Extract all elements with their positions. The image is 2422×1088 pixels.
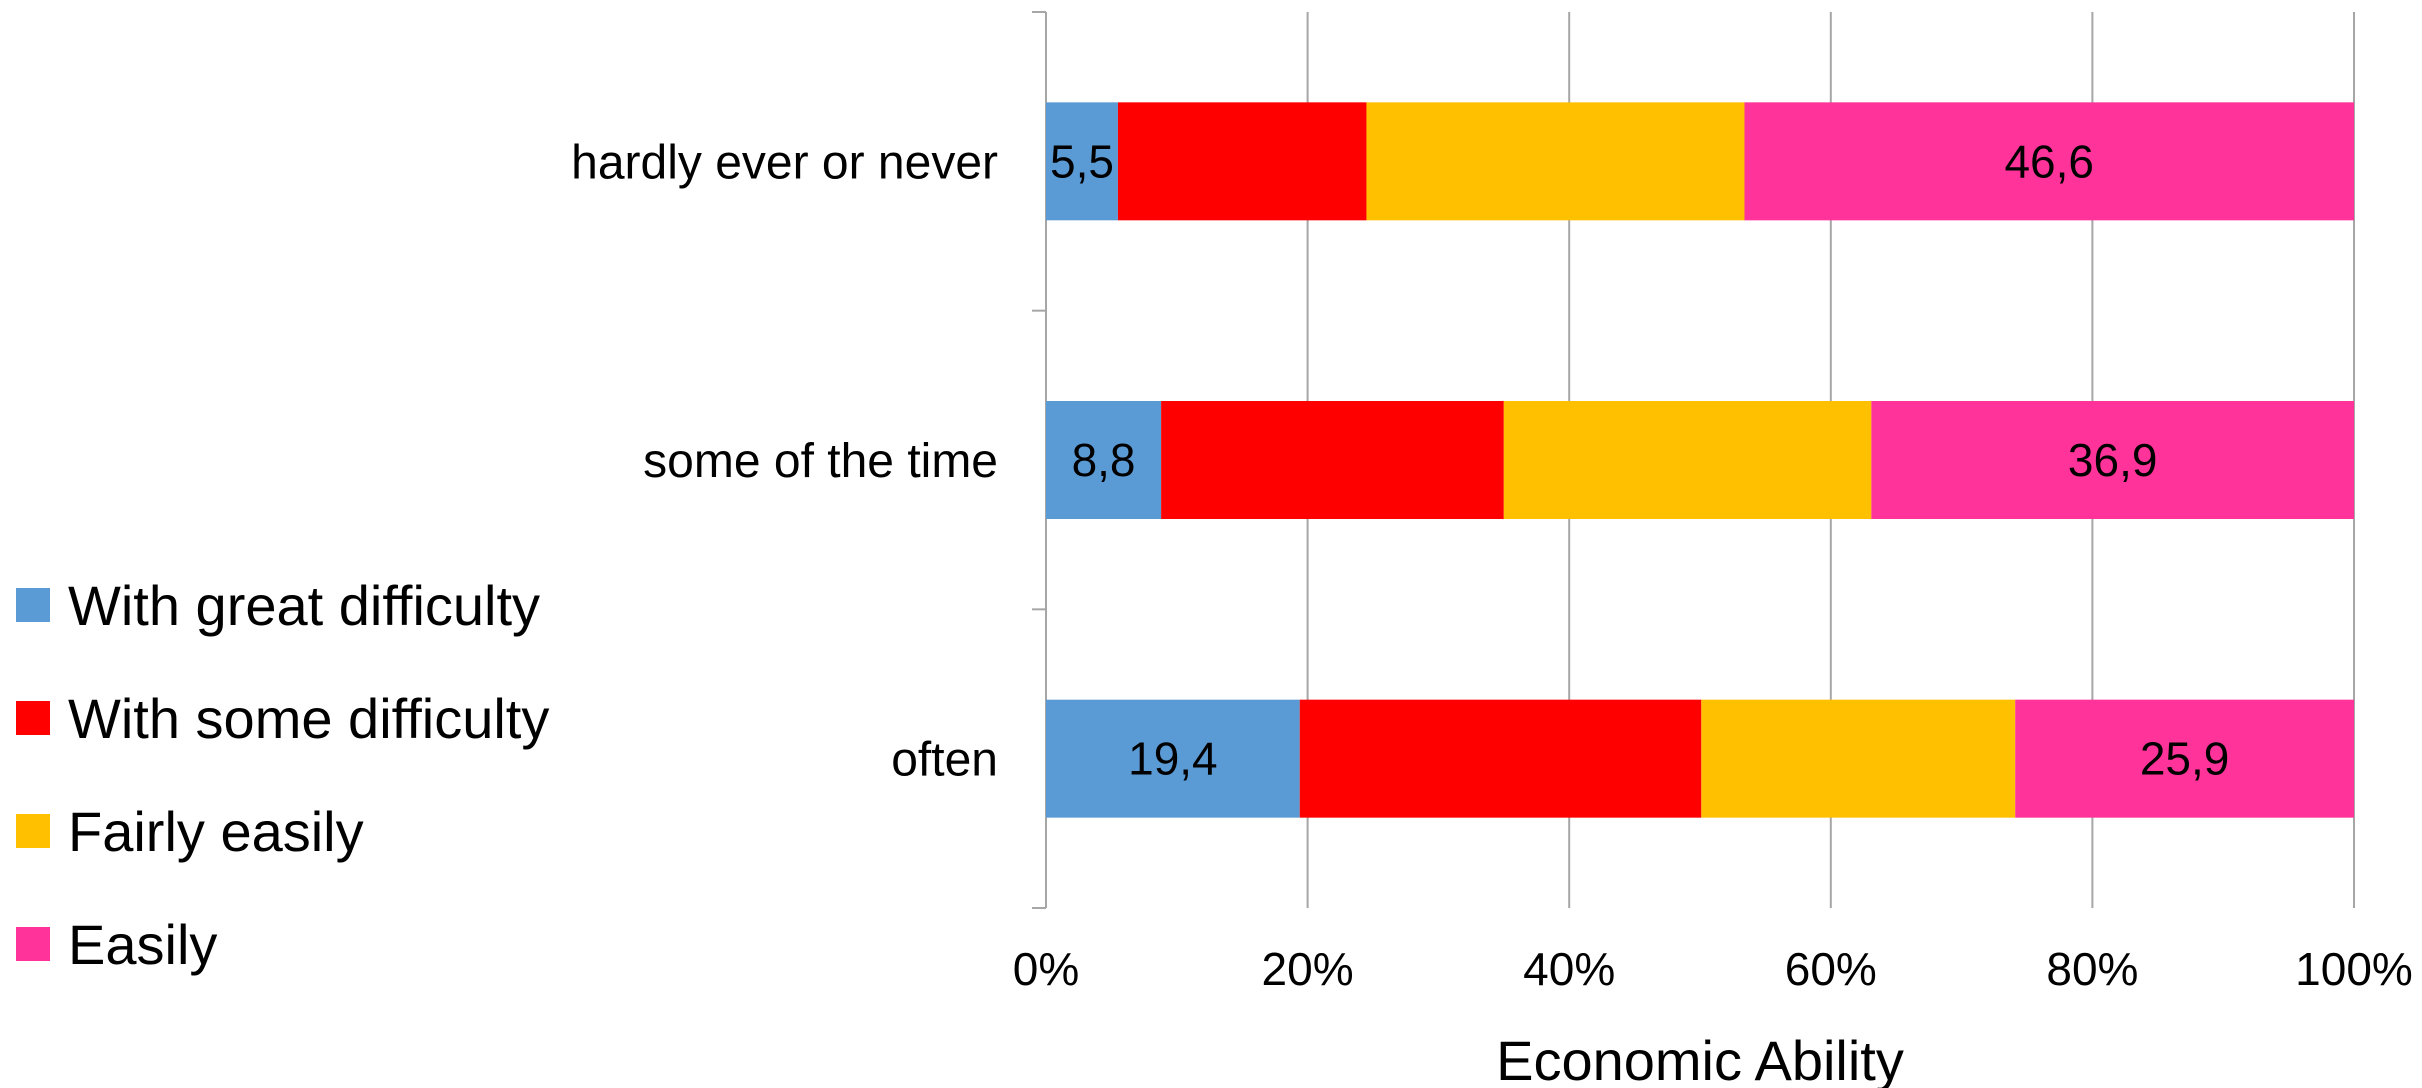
data-label: 5,5 (1050, 135, 1114, 187)
axes (1032, 11, 1047, 909)
bar-segment (1117, 102, 1367, 221)
bar-segment (1046, 699, 1300, 818)
bar-segment (1871, 401, 2354, 519)
bar-segment (1366, 102, 1745, 221)
x-axis-title: Economic Ability (1496, 1029, 1904, 1088)
bar-segment (1701, 699, 2016, 818)
data-label: 8,8 (1072, 434, 1136, 486)
bar-segment (1744, 102, 2354, 221)
x-tick-label: 20% (1262, 943, 1354, 995)
data-label: 25,9 (2140, 733, 2230, 785)
data-label: 36,9 (2068, 434, 2158, 486)
y-category-label: often (891, 734, 998, 787)
x-tick-label: 60% (1785, 943, 1877, 995)
x-tick-label: 100% (2295, 943, 2413, 995)
data-label: 19,4 (1128, 733, 1218, 785)
data-label: 46,6 (2004, 135, 2094, 187)
legend-swatch (16, 588, 50, 622)
y-category-label: some of the time (643, 435, 998, 488)
legend-swatch (16, 701, 50, 735)
legend-swatch (16, 814, 50, 848)
labels: 0% 20% 40% 60% 80% 100% hardly ever or never 5,… (571, 135, 2413, 995)
bar-segment (1299, 699, 1702, 818)
legend-label: With great difficulty (68, 574, 540, 637)
legend-label: Fairly easily (68, 800, 364, 863)
x-tick-label: 80% (2046, 943, 2138, 995)
x-tick-label: 0% (1013, 943, 1079, 995)
legend-label: With some difficulty (68, 687, 549, 750)
bar-segment (1046, 102, 1118, 221)
bar-segment (1046, 401, 1162, 519)
legend-swatch (16, 927, 50, 961)
y-category-label: hardly ever or never (571, 136, 998, 189)
bar-segment (1161, 401, 1504, 519)
bars (1046, 102, 2354, 818)
bar-segment (2015, 699, 2354, 818)
bar-segment (1503, 401, 1872, 519)
x-tick-label: 40% (1523, 943, 1615, 995)
legend: With great difficulty With some difficult… (16, 574, 549, 976)
legend-label: Easily (68, 913, 217, 976)
